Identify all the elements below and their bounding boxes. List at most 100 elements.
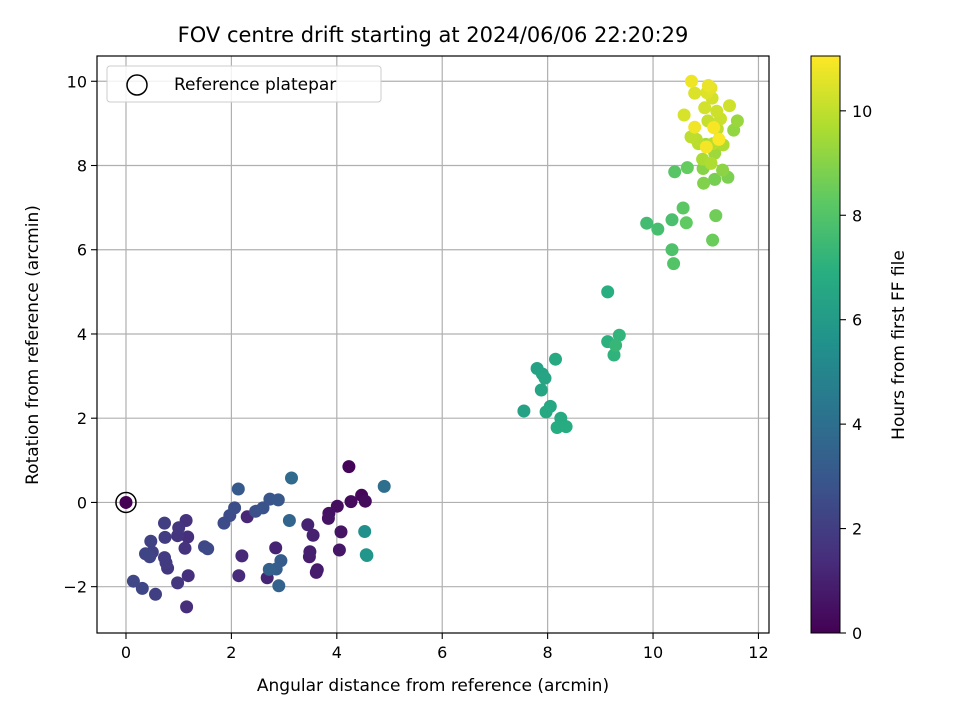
legend-marker [126,74,148,96]
y-tick-label: 6 [77,241,87,260]
data-point [538,371,552,385]
legend: Reference platepar [106,65,382,103]
data-point [534,383,548,397]
data-point [680,161,694,175]
colorbar-tick-label: 10 [852,102,872,121]
data-point [708,172,722,186]
data-point [601,285,615,299]
data-point [709,209,723,223]
data-point [158,551,171,565]
data-point [612,328,626,342]
y-tick-label: −2 [63,578,87,597]
data-point [181,569,195,583]
grid-lines [97,56,769,633]
data-point [272,579,286,593]
colorbar-tick-label: 4 [852,415,862,434]
data-point [126,574,140,588]
y-tick-label: 0 [77,493,87,512]
data-point [706,233,720,247]
data-point [180,600,194,614]
data-point [377,479,391,493]
data-point [697,176,711,190]
data-point [201,542,215,556]
data-point [609,338,623,352]
data-point [256,501,270,515]
y-axis-ticks: −2 0 2 4 6 8 10 [63,72,97,597]
data-point [688,120,702,134]
legend-entry: Reference platepar [174,75,336,95]
plot-frame [96,55,770,634]
data-point [139,547,152,561]
data-point [704,156,718,170]
x-tick-label: 10 [643,643,663,662]
colorbar-tick-label: 8 [852,206,862,225]
y-tick-label: 8 [77,157,87,176]
colorbar-label: Hours from first FF file [889,250,909,440]
x-tick-label: 0 [121,643,131,662]
x-tick-label: 6 [437,643,447,662]
x-tick-label: 8 [543,643,553,662]
data-point [539,405,553,419]
data-point [677,108,691,122]
data-point [269,541,283,555]
data-point [306,528,320,542]
data-point [172,521,186,535]
data-point [699,140,713,154]
x-axis-ticks: 0 2 4 6 8 10 12 [121,633,769,662]
data-point [262,562,276,576]
data-point [342,460,356,474]
data-point [559,420,573,434]
data-point [144,534,158,548]
data-point [301,518,315,532]
colorbar [810,55,841,634]
data-point [358,494,372,508]
data-point [667,257,681,271]
data-point [685,74,698,88]
y-tick-label: 2 [77,409,87,428]
y-tick-label: 10 [67,72,87,91]
data-point [282,514,296,527]
data-point [135,581,149,595]
data-point [607,348,621,362]
data-point [309,565,323,579]
data-point [723,99,736,113]
data-point [640,216,654,230]
colorbar-tick-label: 0 [852,624,862,643]
colorbar-tick-label: 2 [852,520,862,539]
data-point [232,569,246,583]
data-point [271,493,285,507]
chart-title: FOV centre drift starting at 2024/06/06 … [178,23,689,47]
data-point [651,222,665,236]
data-point [712,132,726,146]
data-point [235,549,249,563]
data-point [517,404,531,418]
data-point [679,216,693,230]
data-point [321,511,335,525]
data-point [158,516,171,530]
data-point [710,104,724,118]
data-point [158,530,172,544]
data-point [360,549,374,562]
colorbar-tick-label: 6 [852,311,862,330]
reference-point [119,495,133,509]
data-point [707,121,721,135]
data-point [181,530,195,544]
data-point [701,79,715,92]
y-tick-label: 4 [77,325,87,344]
data-point [171,576,185,590]
data-point [676,201,690,215]
data-point [334,525,348,539]
data-point [730,114,744,128]
colorbar-ticks: 0 2 4 6 8 10 [840,102,872,643]
data-point [332,543,346,557]
data-point [665,213,679,227]
x-axis-label: Angular distance from reference (arcmin) [257,676,609,696]
data-point [303,545,317,559]
data-point [358,525,372,538]
data-point [149,587,162,601]
data-points [119,74,744,614]
data-point [688,86,702,100]
data-point [178,541,192,555]
data-point [285,471,298,485]
